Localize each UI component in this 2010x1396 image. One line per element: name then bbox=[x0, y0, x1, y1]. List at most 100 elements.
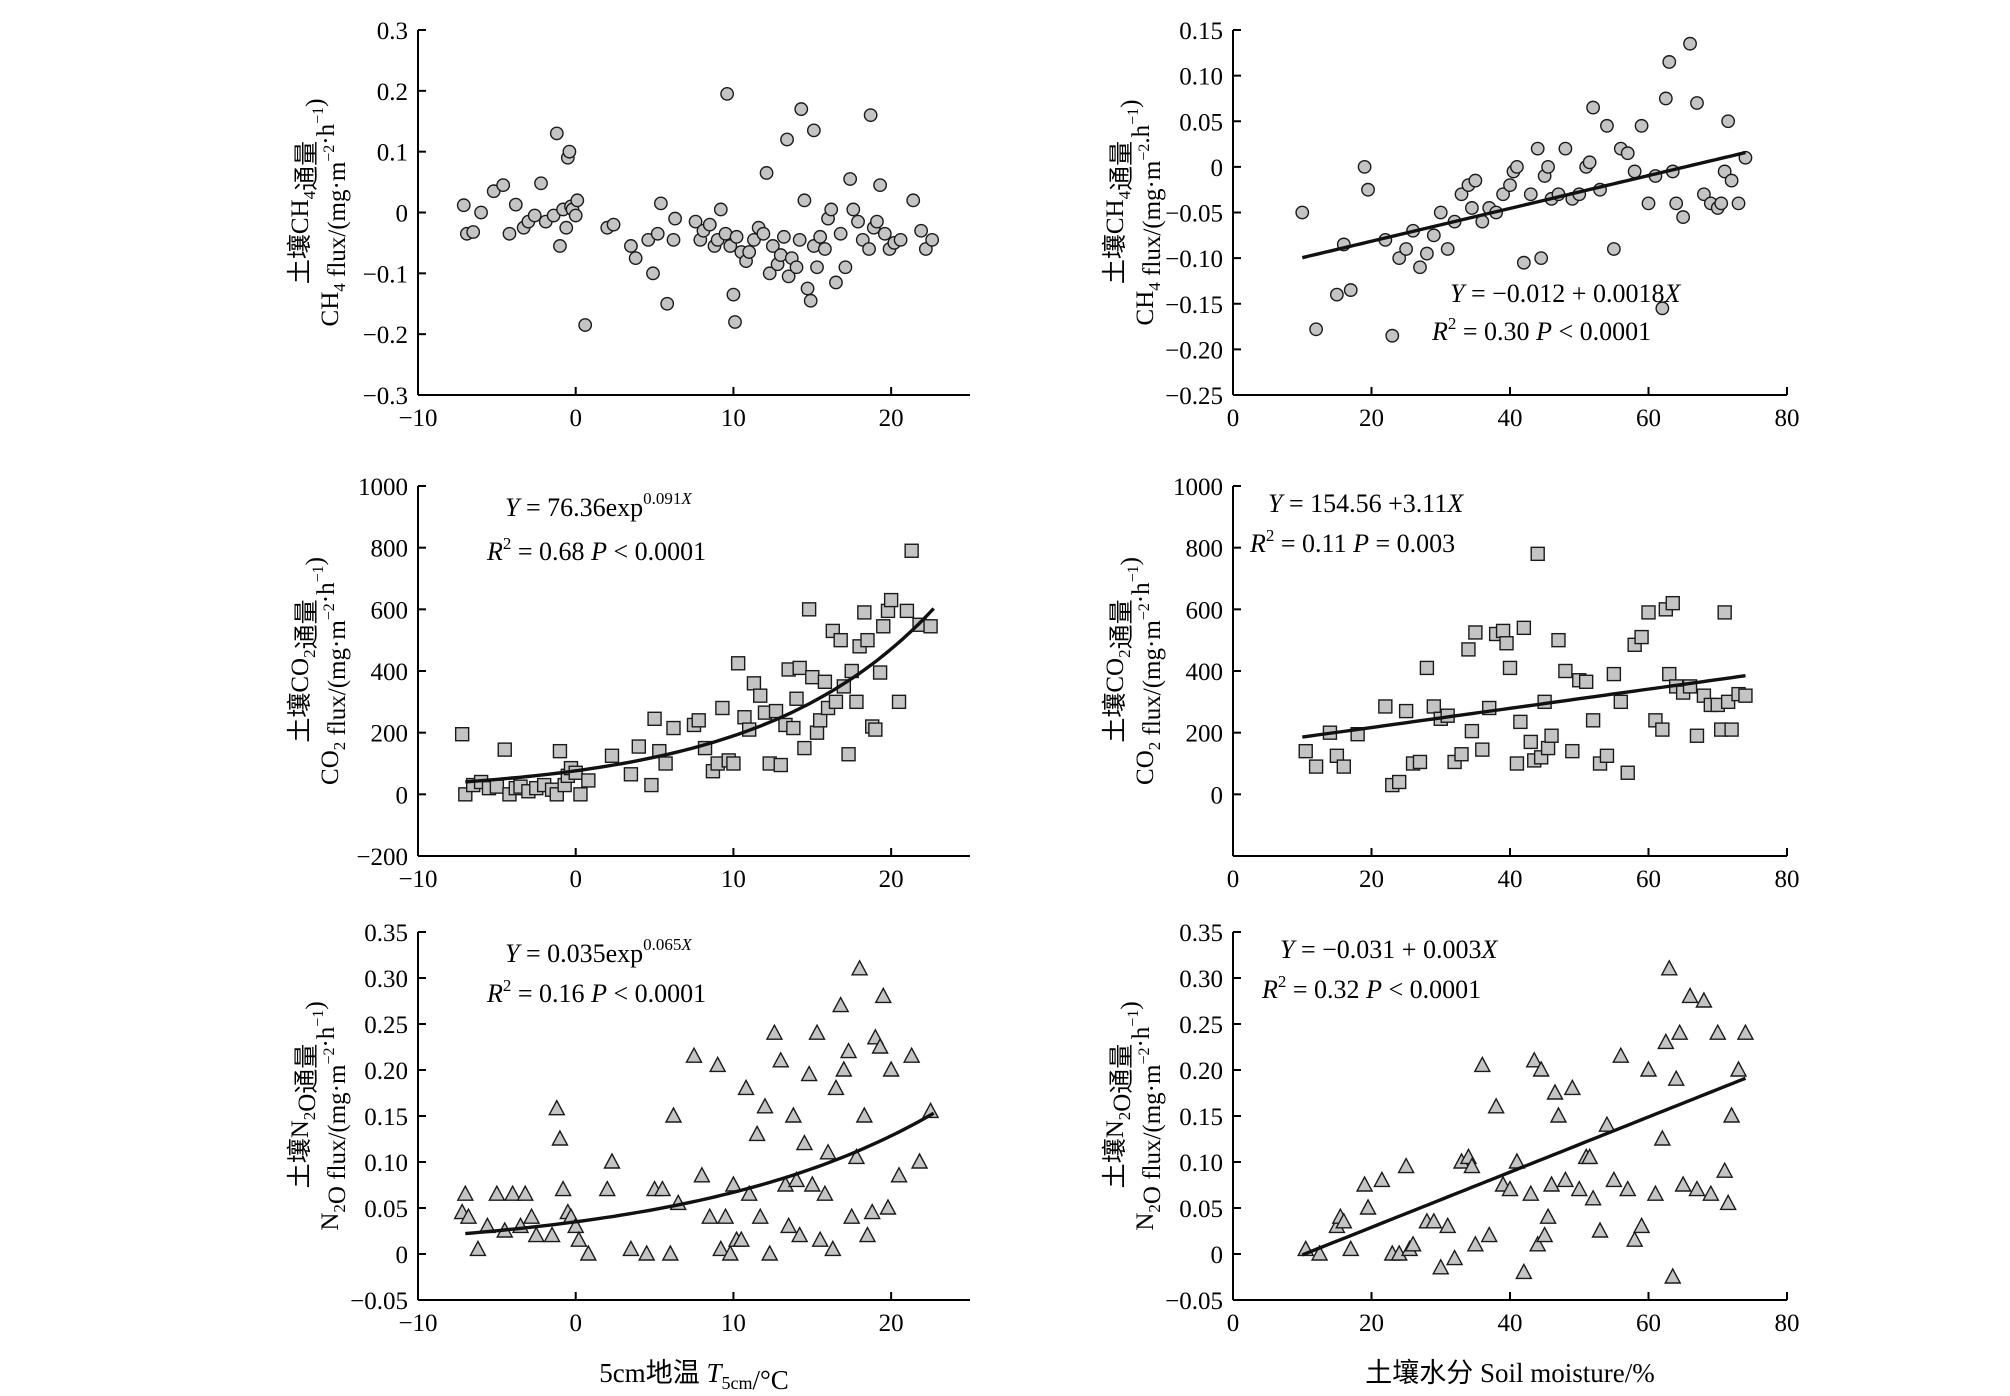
data-point bbox=[1689, 728, 1705, 743]
data-point bbox=[827, 1078, 845, 1096]
data-point bbox=[1688, 1180, 1706, 1197]
data-point bbox=[868, 722, 883, 737]
data-point bbox=[1613, 694, 1629, 710]
x-tick-label: 80 bbox=[1775, 866, 1800, 893]
y-tick-label: 0.05 bbox=[1179, 1196, 1223, 1223]
data-point bbox=[847, 1147, 866, 1165]
data-point bbox=[624, 239, 638, 253]
data-point bbox=[1420, 246, 1434, 261]
data-point bbox=[1540, 740, 1556, 756]
y-tick-label: 0 bbox=[1211, 782, 1224, 809]
y-tick-label: −0.25 bbox=[1165, 383, 1223, 410]
regression-line bbox=[1302, 674, 1746, 739]
data-point bbox=[849, 694, 864, 710]
data-point bbox=[622, 1239, 640, 1257]
data-point bbox=[772, 1051, 790, 1068]
data-point bbox=[1541, 159, 1555, 174]
data-point bbox=[716, 1207, 735, 1224]
data-point bbox=[1653, 1129, 1672, 1146]
data-point bbox=[1343, 283, 1358, 297]
data-point bbox=[1404, 1235, 1422, 1252]
data-points bbox=[1298, 546, 1753, 793]
data-point bbox=[712, 1239, 730, 1257]
data-point bbox=[1523, 187, 1538, 202]
data-point bbox=[808, 1023, 826, 1040]
data-point bbox=[732, 1230, 750, 1247]
data-point bbox=[459, 1207, 478, 1224]
data-point bbox=[489, 779, 505, 794]
data-point bbox=[876, 619, 891, 634]
data-point bbox=[800, 281, 815, 296]
data-point bbox=[628, 251, 643, 266]
data-point bbox=[1662, 55, 1677, 69]
data-point bbox=[1329, 287, 1344, 302]
fit-statistics: R2 = 0.11 P = 0.003 bbox=[1249, 526, 1455, 558]
data-point bbox=[792, 232, 807, 247]
data-point bbox=[1373, 1170, 1391, 1188]
data-point bbox=[693, 1166, 711, 1183]
data-point bbox=[846, 202, 861, 217]
data-point bbox=[1463, 1157, 1481, 1174]
data-point bbox=[1721, 114, 1736, 129]
data-point bbox=[805, 669, 820, 685]
data-point bbox=[1525, 1051, 1543, 1068]
data-point bbox=[817, 674, 833, 689]
data-points bbox=[456, 86, 940, 332]
data-point bbox=[1717, 605, 1732, 620]
data-point bbox=[554, 1180, 572, 1197]
data-point bbox=[810, 260, 824, 275]
data-point bbox=[1619, 1180, 1637, 1197]
data-point bbox=[871, 1037, 889, 1054]
data-point bbox=[818, 242, 832, 256]
data-point bbox=[1440, 242, 1455, 256]
data-point bbox=[1719, 1193, 1737, 1211]
data-point bbox=[1702, 1184, 1720, 1201]
x-tick-label: 20 bbox=[879, 1310, 904, 1337]
data-point bbox=[882, 1060, 900, 1077]
data-point bbox=[650, 226, 665, 241]
fit-statistics: R2 = 0.32 P < 0.0001 bbox=[1261, 972, 1481, 1004]
data-point bbox=[1466, 1235, 1485, 1252]
data-point bbox=[855, 1106, 874, 1123]
data-point bbox=[567, 1216, 585, 1234]
data-point bbox=[740, 1184, 758, 1201]
data-point bbox=[658, 756, 673, 771]
data-point bbox=[748, 1124, 766, 1142]
y-tick-label: −0.3 bbox=[363, 383, 408, 410]
y-tick-label: 1000 bbox=[1173, 474, 1223, 501]
data-point bbox=[1681, 986, 1699, 1004]
data-point bbox=[726, 287, 741, 302]
data-point bbox=[1542, 1175, 1561, 1192]
data-point bbox=[1298, 743, 1313, 759]
data-point bbox=[1515, 1262, 1533, 1280]
data-point bbox=[647, 711, 662, 726]
data-point bbox=[623, 767, 639, 782]
data-point bbox=[759, 166, 774, 180]
y-tick-label: −0.15 bbox=[1165, 292, 1223, 319]
data-point bbox=[1549, 1106, 1568, 1123]
data-point bbox=[562, 144, 577, 159]
data-point bbox=[1295, 205, 1310, 220]
data-point bbox=[1570, 1180, 1588, 1197]
x-tick-label: 20 bbox=[879, 866, 904, 893]
x-tick-label: 0 bbox=[1227, 405, 1240, 432]
data-point bbox=[1465, 201, 1479, 215]
x-tick-label: 60 bbox=[1636, 1310, 1661, 1337]
y-axis-label-cn: 土壤CH4通量 bbox=[286, 141, 321, 284]
data-point bbox=[829, 275, 843, 290]
panel-co2-temperature: −200 0 200 400 600 800 1000 −10 0 10 20 土壤CO2通量CO2 … bbox=[286, 474, 970, 893]
data-point bbox=[746, 676, 762, 691]
x-tick-label: 60 bbox=[1636, 405, 1661, 432]
data-point bbox=[1530, 141, 1545, 156]
data-point bbox=[828, 694, 844, 710]
panel-n2o-temperature: −0.05 0 0.05 0.10 0.15 0.20 0.25 0.30 0.35 −10 0 10… bbox=[286, 920, 970, 1395]
data-point bbox=[1355, 1175, 1374, 1192]
data-point bbox=[1605, 1170, 1623, 1188]
data-point bbox=[1516, 620, 1532, 636]
data-point bbox=[646, 266, 660, 281]
data-point bbox=[1658, 91, 1673, 106]
data-point bbox=[1634, 118, 1649, 133]
data-point bbox=[604, 748, 620, 763]
y-tick-label: −0.05 bbox=[1165, 1288, 1223, 1315]
